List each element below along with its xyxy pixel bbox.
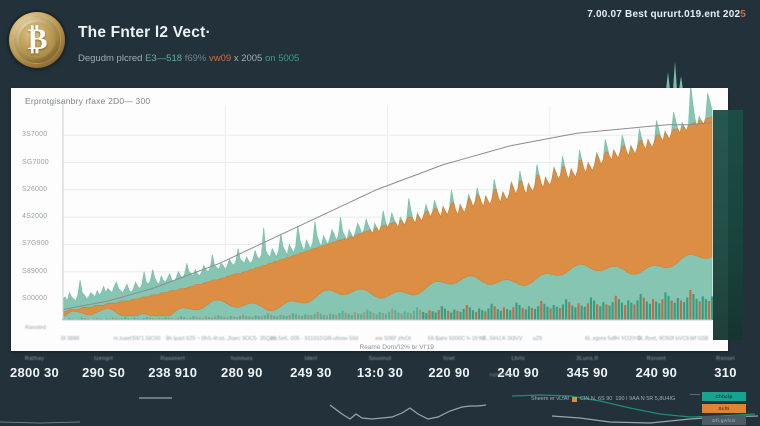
stat-item[interactable]: Lbrls 240 90 IcgYHYf'Lss — [484, 356, 553, 396]
chart-x-tick-label: 0f 0888 — [61, 336, 80, 342]
series-trend-curve-gray — [62, 122, 713, 310]
subtitle-part-3: vw09 — [208, 53, 234, 64]
subtitle-part-1: E3—518 — [145, 53, 185, 64]
footer-button-stack[interactable]: Chhclp Scfti Dfi.gAfcG — [702, 392, 746, 425]
stat-item[interactable]: Idert 249 30 — [276, 356, 345, 396]
footer-bar: Sheem er vLfAf CIN N. 6S 90 190 I 9AA N … — [0, 392, 760, 426]
series-moving-average-band-orange — [62, 115, 713, 317]
stat-value: 310 — [714, 365, 737, 380]
header-corner-note: 7.00.07 Best qururt.019.ent 2025 — [587, 9, 746, 20]
stat-sublabel: IcgYHYf'Lss — [489, 372, 515, 377]
chart-y-tick-label: S7G900 — [22, 240, 49, 248]
corner-note-text: 7.00.07 Best qururt.019.ent 202 — [587, 9, 741, 20]
bitcoin-coin-icon: ₿ — [9, 12, 65, 68]
footer-button-gray[interactable]: Dfi.gAfcG — [702, 416, 746, 425]
subtitle-part-2: f69% — [184, 53, 209, 64]
header-subtitle: Degudm plcred E3—518 f69% vw09 x 2005 on… — [78, 53, 299, 64]
footer-legend-text-a: Sheem er vLfAf — [531, 396, 569, 402]
stats-row: Rathay 2800 30 Izengrt 290 S0 Rasonert 238 91… — [0, 356, 760, 396]
main-chart-panel[interactable]: Erprotgisanbry rfaxe 2D0— 300 3S7000 SG70… — [11, 88, 728, 351]
legend-color-swatch-icon — [571, 396, 577, 402]
stat-item[interactable]: hunours 280 90 — [207, 356, 276, 396]
stat-label: Lbrls — [511, 356, 525, 362]
chart-x-tick-label: 6t..xgres 5dfH YO2iYO — [585, 336, 641, 342]
stat-item[interactable]: Izengrt 290 S0 — [69, 356, 138, 396]
stat-value: 220 90 — [428, 365, 470, 380]
chart-x-tick-label: ew S06f' zfxOt — [375, 336, 411, 342]
coin-inner — [19, 22, 55, 58]
footer-button-orange[interactable]: Scfti — [702, 404, 746, 413]
page-title: The Fnter l2 Vect· — [78, 24, 211, 41]
subtitle-part-0: Degudm plcred — [78, 53, 146, 64]
chart-x-tick-label: m.Isaet'59/'1.5IC00 — [113, 336, 161, 342]
chart-plot-area[interactable] — [11, 88, 728, 351]
chart-y-tick-label: 4S2000 — [22, 213, 48, 221]
right-side-panel[interactable] — [713, 110, 743, 340]
chart-x-axis-title: Reame Dom/'i2% br VI'19 — [359, 344, 434, 351]
stat-label: Rathay — [24, 356, 45, 362]
stat-value: 240 90 — [497, 365, 539, 380]
stat-value: 238 910 — [148, 365, 198, 380]
stat-label: 3Luns,ft — [576, 356, 599, 362]
stat-label: Rasonert — [160, 356, 186, 362]
chart-y-tick-label: 3S7000 — [22, 131, 48, 139]
stat-label: Souonut — [368, 356, 392, 362]
stat-label: Idert — [304, 356, 318, 362]
subtitle-part-5: on 5005 — [264, 53, 300, 64]
sparkline-gray-left — [329, 404, 487, 420]
chart-y-tick-label: S89000 — [22, 267, 48, 275]
chart-y-tick-label: S26000 — [22, 185, 48, 193]
chart-y-axis-title: Ranoted — [25, 325, 46, 331]
stat-label: Rsnont — [646, 356, 666, 362]
stat-item[interactable]: Rasonert 238 910 — [138, 356, 207, 396]
stat-item[interactable]: Iirwt 220 90 — [415, 356, 484, 396]
chart-x-tick-label: 6t..8oet, 9O50f bVC6 — [637, 336, 690, 342]
stat-item[interactable]: Souonut 13:0 30 — [345, 356, 414, 396]
footer-legend-text-b: 190 I 9AA N 5R 5,8U4IG — [615, 396, 676, 402]
chart-y-tick-label: S00000 — [22, 295, 48, 302]
stat-value: 280 90 — [221, 365, 263, 380]
stat-value: 290 S0 — [82, 365, 126, 380]
button-connector-line — [690, 394, 700, 395]
corner-note-percent: 5 — [740, 9, 746, 20]
chart-y-tick-label: SG7000 — [22, 158, 49, 166]
footer-legend-swatch-label: CIN N. 6S 90 — [579, 396, 613, 402]
stat-value: 345 90 — [566, 365, 609, 380]
chart-x-tick-label: u29 — [532, 336, 542, 342]
header-bar: ₿ The Fnter l2 Vect· Degudm plcred E3—51… — [0, 0, 760, 86]
chart-axis-lines — [62, 104, 712, 321]
stat-value: 2800 30 — [10, 365, 60, 380]
chart-x-tick-label: 6fi-$ahv 5000C h-1frYY — [427, 336, 486, 342]
stat-value: 13:0 30 — [356, 365, 404, 380]
subtitle-part-4: x 2005 — [233, 53, 265, 64]
bitcoin-glyph: ₿ — [27, 23, 47, 56]
chart-x-tick-label: sE..5iHJ,K 0t3VV — [480, 336, 523, 342]
chart-x-tick-label: 6tf 02i8 — [690, 336, 709, 342]
chart-x-tick-label: Gfil-ufxow 50d — [323, 336, 359, 342]
stat-value: 249 30 — [290, 365, 332, 380]
series-volume-bars — [62, 290, 714, 320]
stat-label: Rsnsel — [716, 356, 735, 362]
stat-label: Iirwt — [443, 356, 455, 362]
chart-x-tick-label: od..Jtaec 9OC5- 35Q85 — [218, 336, 277, 342]
stat-label: Izengrt — [94, 356, 114, 362]
stat-label: hunours — [230, 356, 253, 362]
stat-item[interactable]: Rsnsel 310 — [691, 356, 760, 396]
footer-legend: Sheem er vLfAf CIN N. 6S 90 190 I 9AA N … — [531, 396, 675, 402]
stat-item[interactable]: 3Luns,ft 345 90 — [553, 356, 622, 396]
chart-title: Erprotgisanbry rfaxe 2D0— 300 — [25, 96, 151, 106]
chart-x-tick-label: 8h.Ipart 029 ~ 0hS.4t — [165, 336, 218, 342]
stat-item[interactable]: Rathay 2800 30 — [0, 356, 69, 396]
chart-x-tick-label: en.5e6, 005 - 911010 — [270, 336, 323, 342]
stat-value: 240 90 — [635, 365, 678, 380]
footer-button-teal[interactable]: Chhclp — [702, 392, 746, 401]
stat-item[interactable]: Rsnont 240 90 — [622, 356, 691, 396]
